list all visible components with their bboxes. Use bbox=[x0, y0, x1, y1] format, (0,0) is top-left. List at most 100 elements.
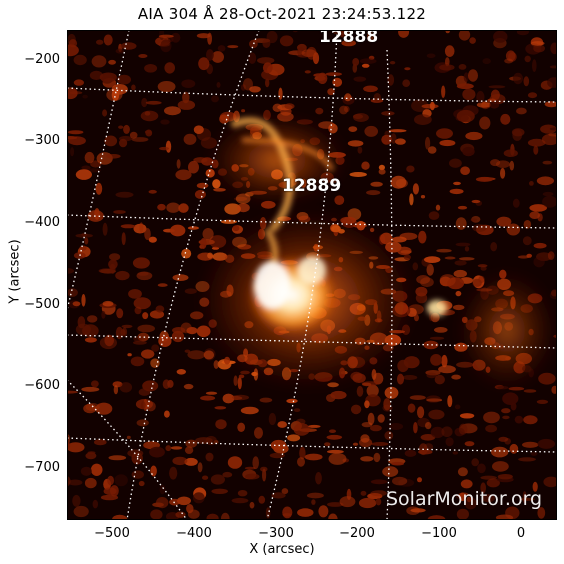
network-speckle bbox=[464, 497, 477, 510]
network-speckle bbox=[221, 512, 230, 520]
network-speckle bbox=[498, 436, 509, 442]
network-speckle bbox=[92, 499, 98, 509]
network-speckle bbox=[187, 509, 200, 519]
network-speckle bbox=[458, 64, 467, 70]
network-speckle bbox=[513, 72, 523, 85]
network-speckle bbox=[547, 77, 557, 88]
network-speckle bbox=[493, 30, 508, 43]
network-speckle bbox=[551, 289, 557, 297]
network-speckle bbox=[231, 497, 249, 504]
network-speckle bbox=[262, 468, 267, 482]
network-speckle bbox=[202, 228, 214, 240]
network-speckle bbox=[363, 85, 378, 93]
network-speckle bbox=[523, 415, 538, 425]
network-speckle bbox=[144, 64, 158, 73]
network-speckle bbox=[514, 415, 524, 424]
network-speckle bbox=[165, 140, 172, 153]
network-speckle bbox=[84, 237, 89, 245]
network-speckle bbox=[530, 451, 538, 456]
y-tick-label: −600 bbox=[24, 378, 60, 393]
network-speckle bbox=[395, 138, 406, 145]
network-speckle bbox=[423, 340, 439, 350]
network-speckle bbox=[136, 419, 149, 427]
network-speckle bbox=[237, 422, 246, 432]
network-speckle bbox=[150, 509, 163, 520]
network-speckle bbox=[357, 146, 363, 154]
network-speckle bbox=[409, 395, 426, 400]
network-speckle bbox=[279, 35, 294, 47]
solar-image[interactable]: 12888 12889 bbox=[67, 30, 557, 520]
active-region-label-12888: 12888 bbox=[319, 30, 379, 47]
network-speckle bbox=[370, 181, 383, 187]
network-speckle bbox=[414, 314, 419, 322]
network-speckle bbox=[533, 242, 547, 249]
network-speckle bbox=[542, 195, 557, 208]
network-speckle bbox=[194, 189, 206, 199]
network-speckle bbox=[286, 398, 298, 404]
network-speckle bbox=[471, 458, 480, 467]
network-speckle bbox=[370, 479, 388, 485]
network-speckle bbox=[516, 107, 527, 115]
network-speckle bbox=[328, 513, 338, 520]
network-speckle bbox=[170, 446, 183, 450]
network-speckle bbox=[456, 508, 469, 520]
network-speckle bbox=[445, 57, 450, 67]
network-speckle bbox=[297, 457, 305, 467]
network-speckle bbox=[538, 372, 556, 385]
network-speckle bbox=[506, 223, 521, 236]
network-speckle bbox=[157, 81, 176, 93]
network-speckle bbox=[315, 472, 322, 485]
network-speckle bbox=[184, 288, 197, 295]
network-speckle bbox=[489, 101, 500, 109]
network-speckle bbox=[245, 473, 260, 480]
network-speckle bbox=[150, 465, 157, 477]
network-speckle bbox=[205, 452, 214, 462]
network-speckle bbox=[193, 125, 204, 134]
network-speckle bbox=[99, 72, 117, 83]
network-speckle bbox=[480, 475, 498, 480]
network-speckle bbox=[177, 496, 191, 506]
network-speckle bbox=[138, 480, 145, 487]
network-speckle bbox=[85, 452, 97, 460]
network-speckle bbox=[356, 385, 364, 397]
network-speckle bbox=[543, 476, 557, 488]
network-speckle bbox=[150, 358, 160, 369]
network-speckle bbox=[68, 39, 78, 48]
network-speckle bbox=[119, 138, 128, 148]
network-speckle bbox=[410, 508, 426, 513]
network-speckle bbox=[391, 236, 407, 243]
network-speckle bbox=[188, 160, 199, 174]
network-speckle bbox=[459, 257, 475, 261]
y-axis-label: Y (arcsec) bbox=[7, 239, 23, 304]
network-speckle bbox=[237, 490, 248, 497]
network-speckle bbox=[178, 203, 189, 213]
network-speckle bbox=[529, 204, 547, 212]
network-speckle bbox=[262, 62, 273, 74]
network-speckle bbox=[490, 159, 501, 167]
network-speckle bbox=[104, 135, 118, 147]
network-speckle bbox=[378, 168, 386, 175]
network-speckle bbox=[339, 30, 346, 38]
network-speckle bbox=[215, 419, 227, 430]
network-speckle bbox=[366, 31, 375, 43]
network-speckle bbox=[347, 140, 364, 147]
network-speckle bbox=[383, 398, 391, 411]
network-speckle bbox=[444, 45, 455, 57]
network-speckle bbox=[389, 61, 396, 65]
network-speckle bbox=[361, 63, 370, 68]
network-speckle bbox=[175, 511, 186, 518]
network-speckle bbox=[377, 414, 385, 423]
network-speckle bbox=[434, 374, 445, 385]
network-speckle bbox=[142, 312, 149, 320]
network-speckle bbox=[412, 183, 419, 195]
network-speckle bbox=[129, 131, 138, 139]
network-speckle bbox=[417, 406, 425, 419]
network-speckle bbox=[407, 403, 416, 413]
network-speckle bbox=[94, 439, 107, 446]
network-speckle bbox=[318, 505, 329, 518]
network-speckle bbox=[306, 492, 324, 499]
network-speckle bbox=[116, 308, 124, 319]
network-speckle bbox=[115, 270, 130, 281]
network-speckle bbox=[219, 114, 230, 124]
network-speckle bbox=[348, 126, 358, 132]
